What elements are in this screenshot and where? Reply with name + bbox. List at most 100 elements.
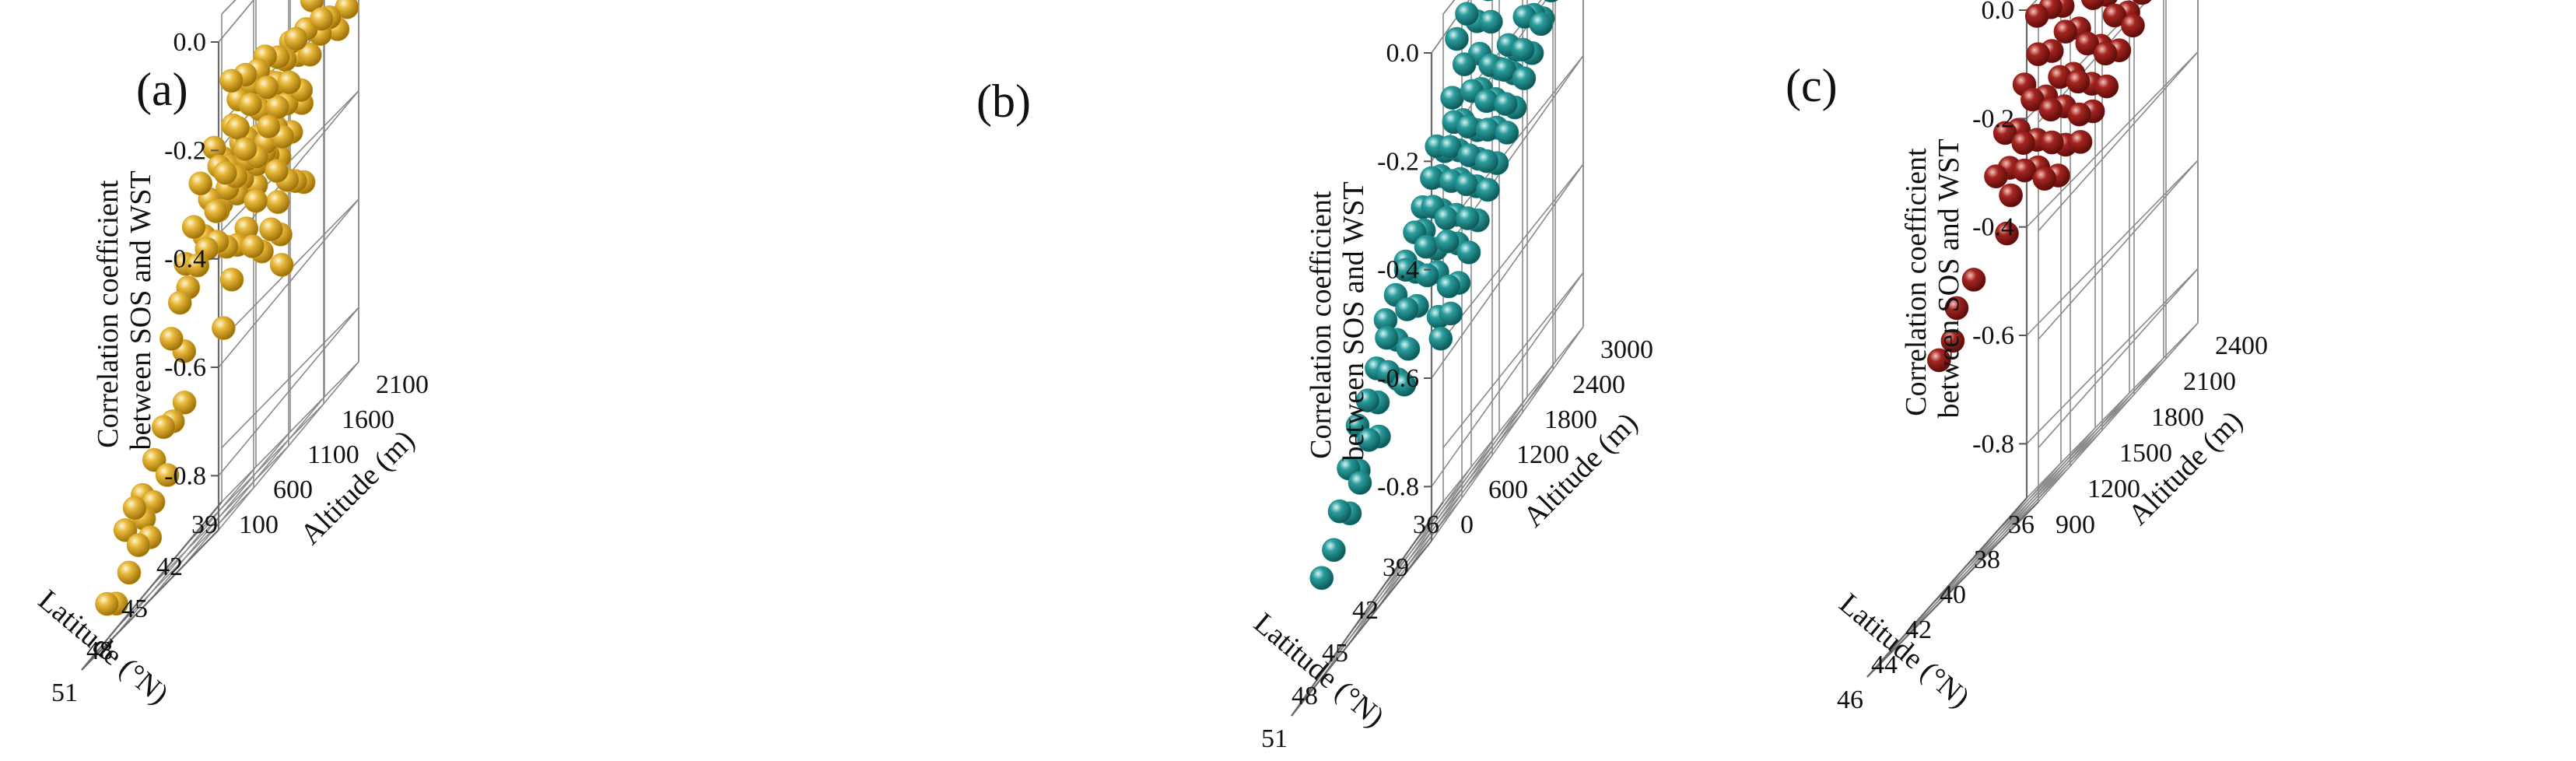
panel-label: (c) [1786,60,1838,111]
floor-gridline [1403,361,1556,577]
data-point [265,190,290,215]
data-point [1376,359,1400,384]
data-point [1944,296,1969,321]
y-tick-label: 2400 [2215,331,2268,360]
x-tick-label: 48 [1292,682,1318,710]
wall-gridline [2038,268,2199,448]
data-point [2094,41,2118,66]
floor-gridline [1930,430,2103,606]
data-point [1355,388,1380,412]
z-axis-title-line1: Correlation coefficient [92,180,124,448]
chart-panel-a: -0.8 -0.6 -0.4 -0.2 0.0 39 42 45 48 51 100 600 1100 1… [32,0,429,710]
data-point [1439,301,1463,326]
data-point [1434,206,1459,230]
z-tick-label: -0.4 [1972,213,2014,242]
data-point [1375,325,1399,350]
x-tick-label: 38 [1974,545,2000,574]
z-tick-label: 0.0 [1982,0,2015,25]
data-point [188,171,213,196]
data-point [1479,9,1503,34]
x-tick-label: 42 [156,552,183,581]
y-tick-label: 900 [2056,510,2095,539]
data-point [1940,328,1965,353]
data-point [1452,52,1477,77]
data-point [117,560,142,585]
data-point [172,391,197,415]
data-point [2068,130,2093,154]
data-point [1476,177,1500,202]
z-tick-label: 0.0 [173,28,207,57]
data-point [185,253,210,278]
wall-gridline [2038,51,2199,232]
z-axis-title-line2: between SOS and WST [1337,181,1370,461]
data-point [1327,499,1352,524]
floor-gridline [1994,358,2167,535]
x-axis-title: Latitude (°N) [1248,607,1390,734]
data-point [256,114,281,139]
data-point [1395,297,1419,321]
panel-label: (b) [976,75,1031,127]
wall-gridline [218,0,255,43]
data-point [212,316,236,340]
data-point [1456,240,1481,265]
data-point [2032,167,2057,191]
data-point [126,533,151,557]
y-axis-line [1866,501,2039,678]
data-point [1999,183,2023,208]
x-tick-label: 45 [121,594,148,623]
y-tick-label: 1200 [1516,440,1569,469]
data-point [1322,538,1346,563]
data-point [2066,69,2091,94]
z-tick-label: -0.6 [164,353,206,382]
data-point [1435,229,1460,254]
data-points [95,0,359,616]
y-tick-label: 1800 [2151,403,2204,432]
data-point [2094,74,2119,99]
z-tick-label: -0.2 [164,136,206,165]
data-point [244,188,268,213]
data-point [2080,0,2105,10]
data-point [1414,234,1439,259]
floor-gridline [2026,322,2199,499]
z-tick-label: -0.8 [1377,472,1419,501]
x-tick-label: 39 [1383,553,1409,582]
data-point [1455,2,1479,26]
z-axis-title-line1: Correlation coefficient [1305,191,1337,459]
data-point [233,137,258,161]
y-tick-label: 100 [239,510,279,539]
data-point [1357,428,1381,452]
y-tick-label: 0 [1460,510,1474,539]
z-tick-label: -0.6 [1972,321,2014,350]
data-point [1436,274,1461,299]
data-point [1396,336,1421,361]
floor-gridline [184,396,325,566]
data-point [2067,102,2091,127]
data-point [213,161,238,185]
data-point [1984,164,2008,188]
x-axis-line [1866,497,2028,678]
data-point [2132,0,2152,5]
x-tick-label: 44 [1871,651,1898,679]
y-tick-label: 1200 [2087,475,2140,503]
x-tick-label: 46 [1837,686,1863,714]
y-tick-label: 600 [273,475,313,504]
y-tick-label: 600 [1488,475,1528,504]
data-point [1428,326,1453,351]
data-point [2011,131,2035,156]
z-tick-label: -0.2 [1377,147,1419,176]
data-point [152,415,176,440]
data-point [2026,42,2050,66]
wall-gridline [2038,0,2149,123]
floor-gridline [1431,326,1584,542]
x-axis-line [81,529,219,671]
data-point [181,215,206,240]
wall-gridline [1431,272,1584,487]
data-point [259,217,283,242]
data-point [1456,206,1480,230]
y-axis-line [1291,501,1444,717]
y-tick-label: 1100 [307,440,359,469]
data-point [1495,121,1519,145]
